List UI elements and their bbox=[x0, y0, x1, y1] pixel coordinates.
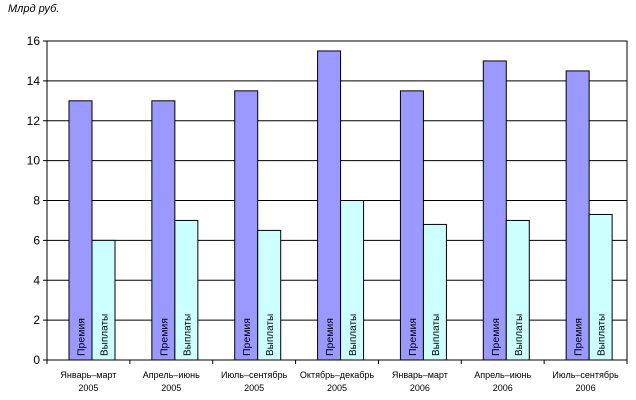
y-tick-label-8: 16 bbox=[27, 34, 41, 48]
y-tick-label-0: 0 bbox=[33, 353, 40, 367]
x-tick-year-6: 2006 bbox=[576, 383, 596, 393]
bar-premium-6 bbox=[565, 70, 590, 361]
y-tick-label-2: 4 bbox=[33, 273, 40, 287]
bar-label-payout-4: Выплаты bbox=[431, 314, 442, 356]
bar-label-premium-3: Премия bbox=[324, 318, 336, 356]
x-tick-label-1: Апрель–июнь bbox=[143, 370, 200, 380]
x-tick-label-0: Январь–март bbox=[60, 370, 116, 380]
x-tick-label-3: Октябрь–декабрь bbox=[300, 370, 374, 380]
x-tick-year-0: 2005 bbox=[78, 383, 98, 393]
y-tick-label-4: 8 bbox=[33, 194, 40, 208]
bar-premium-5 bbox=[482, 60, 507, 361]
x-tick-year-1: 2005 bbox=[161, 383, 181, 393]
x-tick-label-6: Июль–сентябрь bbox=[552, 370, 619, 380]
y-tick-label-6: 12 bbox=[27, 114, 41, 128]
x-tick-label-5: Апрель–июнь bbox=[474, 370, 531, 380]
y-tick-label-7: 14 bbox=[27, 74, 41, 88]
y-tick-label-1: 2 bbox=[33, 313, 40, 327]
bar-label-premium-5: Премия bbox=[490, 318, 502, 356]
bar-label-payout-1: Выплаты bbox=[182, 314, 193, 356]
x-tick-year-2: 2005 bbox=[244, 383, 264, 393]
x-axis-labels: Январь–март 2005 Апрель–июнь 2005 Июль–сентя… bbox=[46, 360, 628, 393]
bar-label-premium-0: Премия bbox=[76, 318, 88, 356]
y-tick-label-3: 6 bbox=[33, 233, 40, 247]
y-tick-label-5: 10 bbox=[27, 154, 41, 168]
bar-label-payout-6: Выплаты bbox=[597, 314, 608, 356]
x-tick-year-3: 2005 bbox=[327, 383, 347, 393]
bar-label-premium-1: Премия bbox=[158, 318, 170, 356]
x-tick-year-5: 2006 bbox=[493, 383, 513, 393]
bar-label-premium-2: Премия bbox=[241, 318, 253, 356]
plot-border bbox=[46, 40, 628, 361]
bar-label-payout-5: Выплаты bbox=[514, 314, 525, 356]
x-tick-label-2: Июль–сентябрь bbox=[221, 370, 288, 380]
bar-label-premium-6: Премия bbox=[573, 318, 585, 356]
bar-label-payout-2: Выплаты bbox=[265, 314, 276, 356]
bar-premium-3 bbox=[317, 50, 342, 361]
bar-label-payout-3: Выплаты bbox=[348, 314, 359, 356]
x-tick-label-4: Январь–март bbox=[392, 370, 448, 380]
bar-label-payout-0: Выплаты bbox=[100, 314, 111, 356]
y-axis-ticks: 0 2 4 6 8 10 12 14 16 bbox=[27, 34, 47, 367]
y-unit-label: Млрд руб. bbox=[8, 3, 60, 15]
bars: Премия Выплаты Премия Выплаты Премия Выплаты П… bbox=[68, 50, 613, 361]
x-tick-year-4: 2006 bbox=[410, 383, 430, 393]
bar-label-premium-4: Премия bbox=[407, 318, 419, 356]
